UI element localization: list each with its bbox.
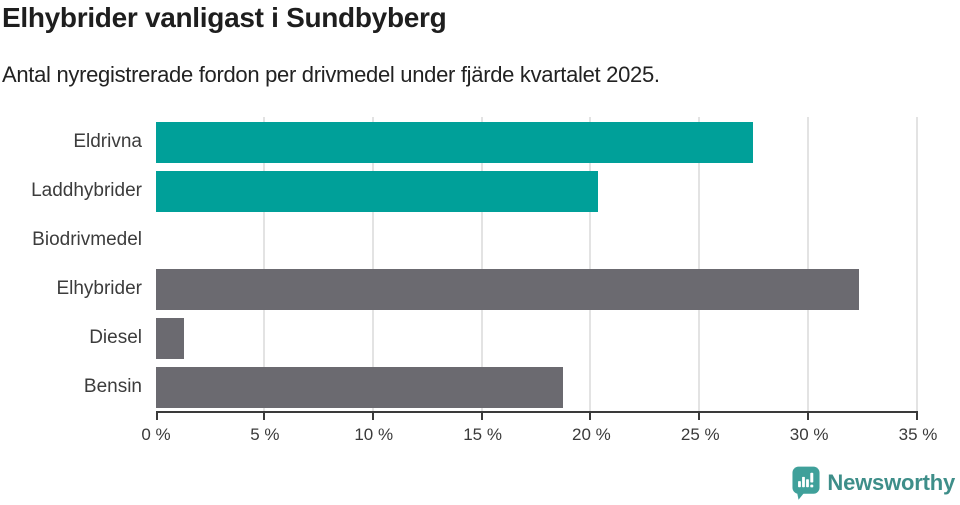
category-label-eldrivna: Eldrivna bbox=[73, 131, 142, 152]
x-axis-line bbox=[156, 411, 918, 413]
x-tick-label-0: 0 % bbox=[141, 425, 171, 444]
category-label-bensin: Bensin bbox=[83, 376, 142, 397]
category-label-biodrivmedel: Biodrivmedel bbox=[32, 229, 142, 250]
x-tick-20 bbox=[589, 411, 592, 420]
x-tick-25 bbox=[698, 411, 701, 420]
gridline-30 bbox=[807, 117, 810, 411]
bar-diesel bbox=[156, 318, 185, 359]
x-tick-35 bbox=[916, 411, 918, 420]
x-tick-label-30: 30 % bbox=[789, 425, 829, 444]
gridline-15 bbox=[480, 117, 483, 411]
bar-eldrivna bbox=[156, 122, 753, 163]
category-label-laddhybrider: Laddhybrider bbox=[31, 180, 142, 201]
newsworthy-logo: Newsworthy bbox=[792, 466, 955, 500]
x-tick-label-20: 20 % bbox=[572, 425, 611, 444]
x-tick-label-25: 25 % bbox=[680, 425, 720, 444]
bar-elhybrider bbox=[156, 269, 860, 310]
gridline-20 bbox=[589, 117, 592, 411]
chart-subtitle: Antal nyregistrerade fordon per drivmede… bbox=[2, 62, 660, 87]
newsworthy-icon bbox=[792, 466, 820, 500]
x-tick-10 bbox=[371, 411, 374, 420]
x-tick-label-10: 10 % bbox=[354, 425, 394, 444]
bar-laddhybrider bbox=[156, 171, 598, 212]
gridline-10 bbox=[371, 117, 374, 411]
x-tick-5 bbox=[262, 411, 265, 420]
x-tick-label-5: 5 % bbox=[250, 425, 280, 444]
x-axis: 0 % 5 % 10 % 15 % 20 % 25 % 30 % 35 % bbox=[141, 411, 937, 461]
gridline-5 bbox=[262, 117, 265, 411]
x-tick-label-35: 35 % bbox=[898, 425, 938, 444]
plot-area bbox=[156, 117, 918, 411]
category-label-elhybrider: Elhybrider bbox=[56, 278, 142, 299]
newsworthy-logo-text: Newsworthy bbox=[827, 470, 955, 495]
gridline-35 bbox=[916, 117, 918, 411]
x-tick-15 bbox=[480, 411, 483, 420]
x-tick-30 bbox=[807, 411, 810, 420]
category-labels: Eldrivna Laddhybrider Biodrivmedel Elhybrid… bbox=[0, 117, 142, 411]
bar-bensin bbox=[156, 367, 564, 408]
gridline-25 bbox=[698, 117, 701, 411]
chart-title: Elhybrider vanligast i Sundbyberg bbox=[2, 2, 447, 33]
x-tick-label-15: 15 % bbox=[463, 425, 502, 444]
x-tick-0 bbox=[156, 411, 158, 420]
category-label-diesel: Diesel bbox=[89, 327, 142, 348]
